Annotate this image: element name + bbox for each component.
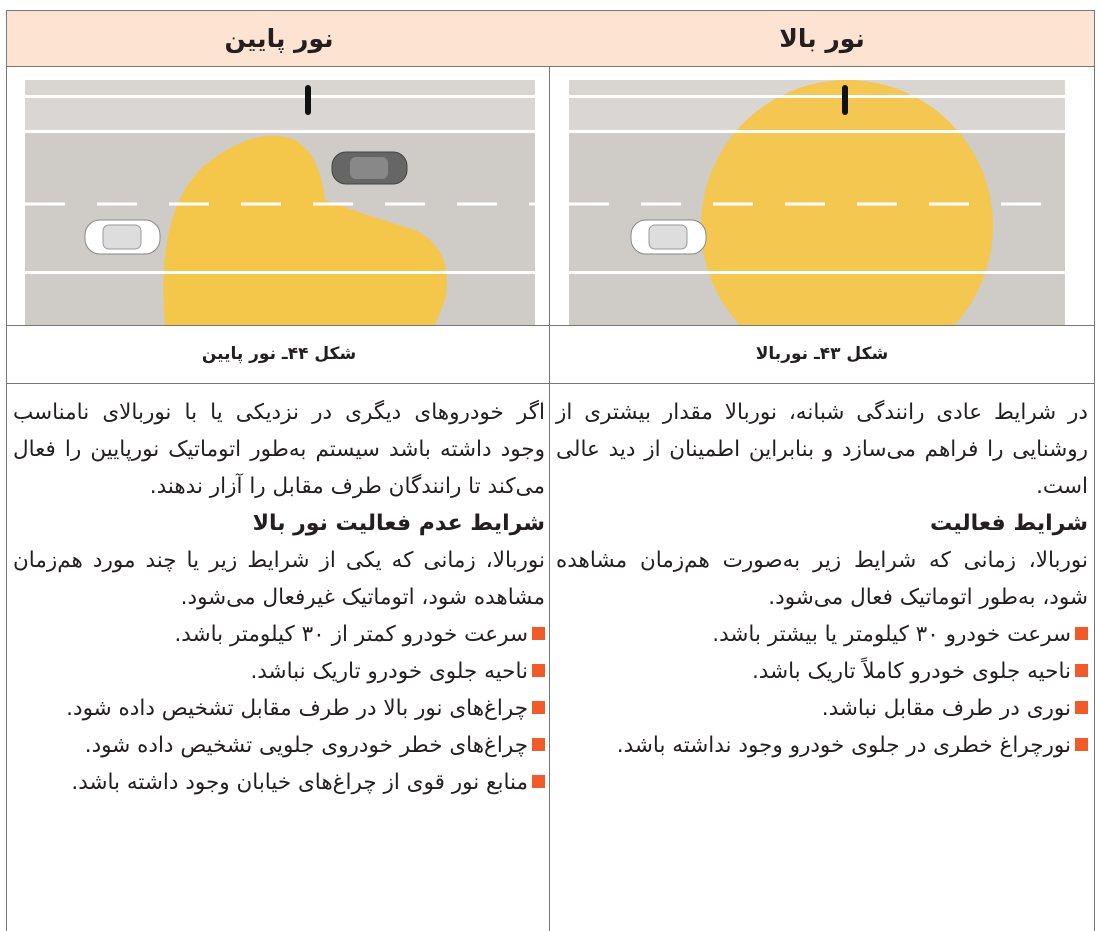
figure-cell xyxy=(550,67,1094,326)
text-cell: اگر خودروهای دیگری در نزدیکی یا با نوربا… xyxy=(7,384,551,801)
bullet-item: نوری در طرف مقابل نباشد. xyxy=(556,690,1088,727)
column-header: نور پایین xyxy=(7,10,551,67)
bullet-item: چراغ‌های خطر خودروی جلویی تشخیص داده شود… xyxy=(13,727,545,764)
bullet-item: سرعت خودرو کمتر از ۳۰ کیلومتر باشد. xyxy=(13,616,545,653)
comparison-table: نور بالا شکل ۴۳ـ نوربالا xyxy=(6,10,1095,931)
column: نور بالا شکل ۴۳ـ نوربالا xyxy=(549,10,1095,931)
paragraph: نوربالا، زمانی که یکی از شرایط زیر یا چن… xyxy=(13,548,545,610)
bullet-item: ناحیه جلوی خودرو تاریک نباشد. xyxy=(13,653,545,690)
figure-caption: شکل ۴۳ـ نوربالا xyxy=(550,326,1094,384)
section-heading: شرایط فعالیت xyxy=(930,511,1088,536)
paragraph: اگر خودروهای دیگری در نزدیکی یا با نوربا… xyxy=(13,400,545,499)
high-beam-illustration xyxy=(569,80,1065,325)
text-cell: در شرایط عادی رانندگی شبانه، نوربالا مقد… xyxy=(550,384,1094,764)
bullet-item: نورچراغ خطری در جلوی خودرو وجود نداشته ب… xyxy=(556,727,1088,764)
column-header: نور بالا xyxy=(550,10,1094,67)
section-heading: شرایط عدم فعالیت نور بالا xyxy=(252,511,545,536)
bullet-item: سرعت خودرو ۳۰ کیلومتر یا بیشتر باشد. xyxy=(556,616,1088,653)
paragraph: در شرایط عادی رانندگی شبانه، نوربالا مقد… xyxy=(556,400,1088,499)
figure-caption: شکل ۴۴ـ نور پایین xyxy=(7,326,551,384)
bullet-item: چراغ‌های نور بالا در طرف مقابل تشخیص داد… xyxy=(13,690,545,727)
bullet-item: منابع نور قوی از چراغ‌های خیابان وجود دا… xyxy=(13,764,545,801)
low-beam-illustration xyxy=(25,80,535,325)
paragraph: نوربالا، زمانی که شرایط زیر به‌صورت هم‌ز… xyxy=(556,548,1088,610)
bullet-list: سرعت خودرو کمتر از ۳۰ کیلومتر باشد. ناحیه… xyxy=(13,616,545,801)
column: نور پایین xyxy=(6,10,551,931)
figure-cell xyxy=(7,67,551,326)
bullet-item: ناحیه جلوی خودرو کاملاً تاریک باشد. xyxy=(556,653,1088,690)
bullet-list: سرعت خودرو ۳۰ کیلومتر یا بیشتر باشد. ناحی… xyxy=(556,616,1088,764)
